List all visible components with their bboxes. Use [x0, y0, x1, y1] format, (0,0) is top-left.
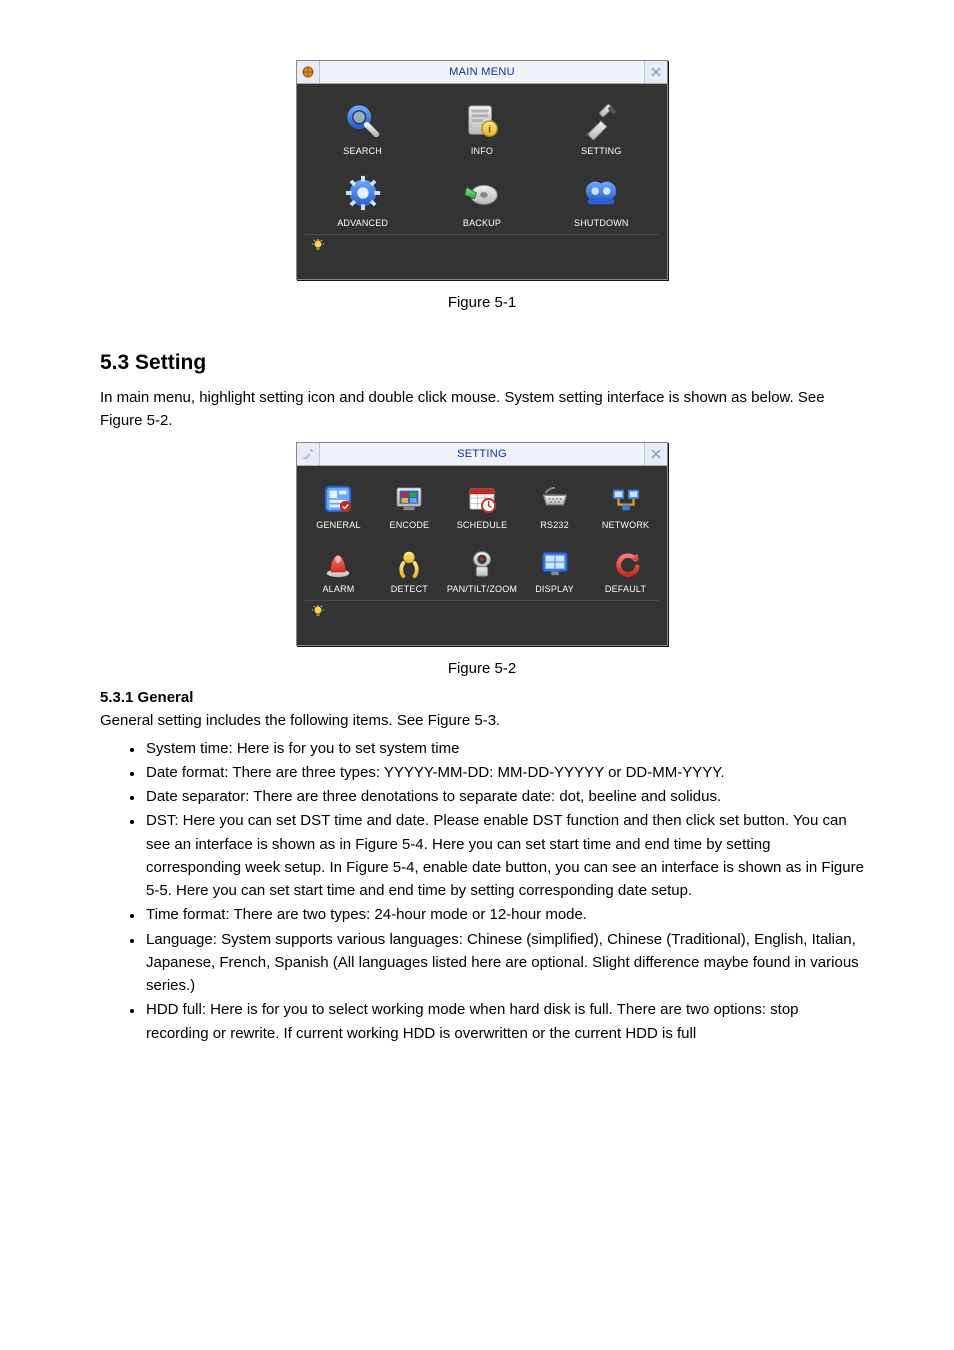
menu-item-label: RS232	[540, 520, 569, 530]
menu-item-label: ADVANCED	[337, 218, 388, 228]
schedule-icon	[467, 484, 497, 514]
bullet-item: HDD full: Here is for you to select work…	[144, 998, 864, 1045]
menu-item-label: DETECT	[391, 584, 428, 594]
bullet-item: Date format: There are three types: YYYY…	[144, 761, 864, 784]
menu-item-display[interactable]: DISPLAY	[521, 540, 588, 600]
ptz-icon	[467, 548, 497, 578]
info-icon	[463, 102, 501, 140]
figure-5-2: SETTING GENERAL ENCODE SCHEDULE RS232 NETWOR…	[100, 442, 864, 677]
titlebar: MAIN MENU	[297, 61, 667, 84]
window-body: GENERAL ENCODE SCHEDULE RS232 NETWORK ALARM DE…	[297, 466, 667, 645]
menu-item-label: DISPLAY	[535, 584, 574, 594]
menu-item-setting[interactable]: SETTING	[544, 94, 659, 162]
setting-window: SETTING GENERAL ENCODE SCHEDULE RS232 NETWOR…	[296, 442, 668, 646]
backup-icon	[463, 174, 501, 212]
shutdown-icon	[582, 174, 620, 212]
menu-item-label: ALARM	[322, 584, 354, 594]
menu-item-label: ENCODE	[390, 520, 430, 530]
search-icon	[344, 102, 382, 140]
menu-item-label: SEARCH	[343, 146, 382, 156]
menu-item-rs232[interactable]: RS232	[521, 476, 588, 536]
statusbar	[305, 234, 659, 273]
window-title: SETTING	[320, 443, 645, 465]
lightbulb-icon	[311, 239, 325, 253]
section-heading: 5.3 Setting	[100, 351, 864, 375]
close-icon[interactable]	[645, 443, 667, 465]
menu-item-search[interactable]: SEARCH	[305, 94, 420, 162]
main-menu-window: MAIN MENU SEARCH INFO SETTING ADVANCED BACKU…	[296, 60, 668, 280]
figure-5-1: MAIN MENU SEARCH INFO SETTING ADVANCED BACKU…	[100, 60, 864, 311]
general-icon	[323, 484, 353, 514]
menu-item-general[interactable]: GENERAL	[305, 476, 372, 536]
alarm-icon	[323, 548, 353, 578]
default-icon	[611, 548, 641, 578]
bullet-item: Time format: There are two types: 24-hou…	[144, 903, 864, 926]
close-icon[interactable]	[645, 61, 667, 83]
menu-item-detect[interactable]: DETECT	[376, 540, 443, 600]
bullet-item: Language: System supports various langua…	[144, 928, 864, 998]
figure-caption: Figure 5-1	[100, 294, 864, 311]
menu-item-schedule[interactable]: SCHEDULE	[447, 476, 517, 536]
section-intro: In main menu, highlight setting icon and…	[100, 387, 864, 432]
rs232-icon	[540, 484, 570, 514]
encode-icon	[394, 484, 424, 514]
menu-item-label: GENERAL	[316, 520, 360, 530]
subsection-heading: 5.3.1 General	[100, 689, 864, 706]
lightbulb-icon	[311, 605, 325, 619]
menu-item-label: PAN/TILT/ZOOM	[447, 584, 517, 594]
menu-item-alarm[interactable]: ALARM	[305, 540, 372, 600]
figure-caption: Figure 5-2	[100, 660, 864, 677]
window-body: SEARCH INFO SETTING ADVANCED BACKUP SHUTDOWN	[297, 84, 667, 279]
menu-item-shutdown[interactable]: SHUTDOWN	[544, 166, 659, 234]
menu-item-default[interactable]: DEFAULT	[592, 540, 659, 600]
network-icon	[611, 484, 641, 514]
menu-item-info[interactable]: INFO	[424, 94, 539, 162]
subsection-lead: General setting includes the following i…	[100, 710, 864, 733]
menu-item-label: NETWORK	[602, 520, 649, 530]
advanced-icon	[344, 174, 382, 212]
bullet-item: System time: Here is for you to set syst…	[144, 737, 864, 760]
setting-icon	[297, 443, 320, 465]
menu-item-label: SHUTDOWN	[574, 218, 629, 228]
menu-item-label: DEFAULT	[605, 584, 646, 594]
menu-item-network[interactable]: NETWORK	[592, 476, 659, 536]
bullet-item: DST: Here you can set DST time and date.…	[144, 809, 864, 902]
display-icon	[540, 548, 570, 578]
titlebar: SETTING	[297, 443, 667, 466]
menu-item-label: SETTING	[581, 146, 621, 156]
setting-icon	[582, 102, 620, 140]
menu-item-label: INFO	[471, 146, 493, 156]
detect-icon	[394, 548, 424, 578]
window-title: MAIN MENU	[320, 61, 645, 83]
bullet-item: Date separator: There are three denotati…	[144, 785, 864, 808]
statusbar	[305, 600, 659, 639]
menu-item-ptz[interactable]: PAN/TILT/ZOOM	[447, 540, 517, 600]
menu-item-label: SCHEDULE	[457, 520, 508, 530]
menu-item-label: BACKUP	[463, 218, 501, 228]
menu-item-backup[interactable]: BACKUP	[424, 166, 539, 234]
menu-item-advanced[interactable]: ADVANCED	[305, 166, 420, 234]
app-icon	[297, 61, 320, 83]
bullet-list: System time: Here is for you to set syst…	[100, 737, 864, 1045]
menu-item-encode[interactable]: ENCODE	[376, 476, 443, 536]
